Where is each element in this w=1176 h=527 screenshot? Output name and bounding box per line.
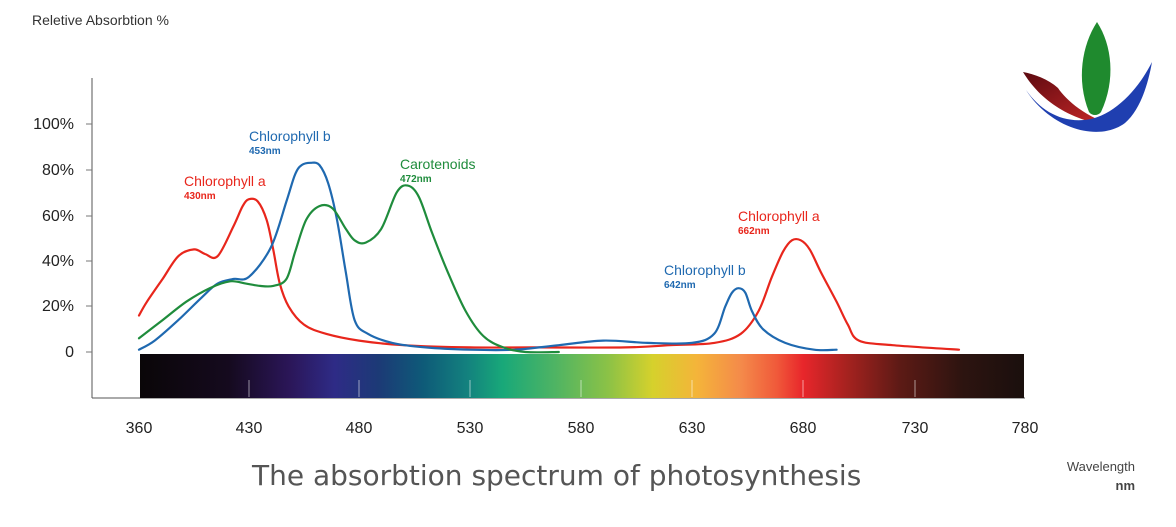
x-tick-label: 530 (457, 420, 484, 437)
y-ticks: 0 20% 40% 60% 80% 100% (33, 116, 92, 361)
annotation-wavelength: 662nm (738, 226, 770, 237)
annotation-name: Chlorophyll a (738, 208, 820, 224)
annotation-name: Chlorophyll b (249, 128, 331, 144)
logo-red-swoosh (1023, 72, 1118, 127)
series-group (137, 161, 961, 354)
logo-blue-swoosh (1026, 62, 1152, 132)
x-tick-label: 430 (236, 420, 263, 437)
y-tick-label: 80% (42, 162, 74, 179)
annotation-wavelength: 472nm (400, 174, 432, 185)
y-tick-label: 40% (42, 253, 74, 270)
y-tick-label: 60% (42, 208, 74, 225)
annotation-wavelength: 642nm (664, 280, 696, 291)
series-line-chlorophyll-b (137, 161, 838, 352)
spectrum-bar (140, 354, 1024, 398)
x-tick-label: 730 (902, 420, 929, 437)
y-tick-label: 0 (65, 344, 74, 361)
series-line-carotenoids (137, 184, 560, 354)
x-tick-label: 580 (568, 420, 595, 437)
spectrum-ticks (248, 380, 916, 397)
x-axis-title: Wavelength (1067, 459, 1135, 474)
x-axis-unit: nm (1116, 478, 1136, 493)
x-tick-label: 630 (679, 420, 706, 437)
y-tick-label: 20% (42, 298, 74, 315)
logo-green-leaf (1081, 22, 1111, 115)
x-tick-label: 360 (126, 420, 153, 437)
x-ticks: 360 430 480 530 580 630 680 730 780 (126, 420, 1039, 437)
annotation-name: Carotenoids (400, 156, 476, 172)
axes (91, 78, 1025, 399)
annotation-name: Chlorophyll b (664, 262, 746, 278)
x-tick-label: 480 (346, 420, 373, 437)
x-tick-label: 780 (1012, 420, 1039, 437)
annotations-group: Chlorophyll a 430nm Chlorophyll b 453nm Caro… (184, 128, 820, 291)
leaf-logo-icon (1023, 22, 1152, 132)
y-axis-title: Reletive Absorbtion % (32, 12, 169, 28)
series-line-chlorophyll-a (137, 197, 961, 351)
chart-title: The absorbtion spectrum of photosynthesi… (251, 459, 861, 492)
y-tick-label: 100% (33, 116, 74, 133)
annotation-name: Chlorophyll a (184, 173, 266, 189)
annotation-wavelength: 430nm (184, 191, 216, 202)
x-tick-label: 680 (790, 420, 817, 437)
annotation-wavelength: 453nm (249, 146, 281, 157)
